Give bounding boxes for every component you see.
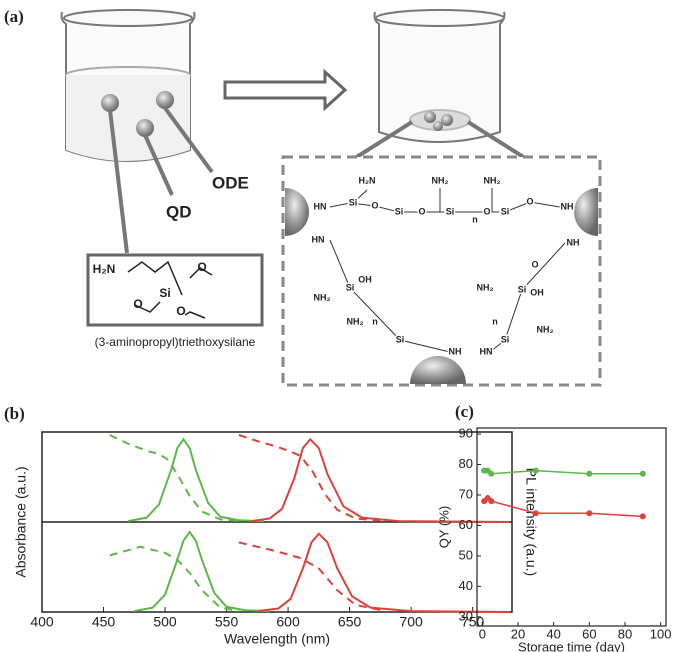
arrow — [225, 72, 345, 108]
panel-label: (b) — [4, 404, 25, 423]
chem-label: Si — [395, 206, 404, 216]
point — [533, 510, 539, 516]
chem-label: Si — [501, 206, 510, 216]
y-tick-label: 80 — [459, 456, 473, 471]
chem-label: n — [492, 316, 498, 326]
chem-label: HN — [480, 346, 493, 356]
chem-label: NH — [561, 201, 574, 211]
x-tick-label: 600 — [276, 614, 300, 630]
panel-label: (a) — [4, 7, 24, 26]
zoom-box — [283, 157, 600, 385]
chem-label: NH₂ — [477, 282, 494, 292]
x-tick-label: 400 — [30, 614, 54, 630]
chem-label: O — [133, 297, 142, 311]
plot-frame — [477, 428, 666, 626]
y-axis-label: Absorbance (a.u.) — [13, 466, 29, 577]
y2-axis-label: PL intensity (a.u.) — [523, 468, 539, 576]
curve — [134, 532, 269, 611]
chem-label: NH — [567, 237, 580, 247]
curve — [110, 547, 239, 611]
panel-label: (c) — [455, 402, 474, 421]
x-axis-label: Wavelength (nm) — [224, 631, 330, 647]
chem-label: Si — [396, 334, 405, 344]
chem-label: HN — [314, 201, 327, 211]
chem-label: O — [197, 260, 206, 274]
series-line — [484, 471, 643, 474]
figure: (a) ODE QD (3-aminopropyl)triethoxysilan… — [0, 0, 678, 652]
curve — [239, 542, 387, 611]
chem-label: H₂N — [359, 175, 376, 185]
chem-label: NH₂ — [314, 292, 331, 302]
point — [586, 510, 592, 516]
x-tick-label: 650 — [338, 614, 362, 630]
point — [488, 498, 494, 504]
silane-label: (3-aminopropyl)triethoxysilane — [95, 335, 256, 349]
chem-label: HN — [312, 234, 325, 244]
chem-label: Si — [346, 282, 355, 292]
curve — [251, 439, 509, 522]
chem-label: Si — [349, 197, 358, 207]
chem-label: NH₂ — [432, 175, 449, 185]
chem-label: n — [372, 316, 378, 326]
y-tick-label: 90 — [459, 426, 473, 441]
chem-label: OH — [530, 287, 544, 297]
chem-label: O — [371, 200, 378, 210]
chem-label: O — [176, 304, 185, 318]
point — [586, 471, 592, 477]
point — [533, 468, 539, 474]
chem-label: NH₂ — [347, 316, 364, 326]
ode-label: ODE — [212, 173, 249, 192]
chem-label: Si — [501, 334, 510, 344]
point — [640, 471, 646, 477]
chem-label: Si — [446, 206, 455, 216]
y-tick-label: 60 — [459, 517, 473, 532]
chem-label: O — [418, 206, 425, 216]
point — [640, 513, 646, 519]
chem-label: O — [483, 206, 490, 216]
x-tick-label: 0 — [479, 626, 486, 641]
curve — [257, 534, 509, 612]
y-tick-label: 70 — [459, 486, 473, 501]
beaker — [62, 10, 195, 161]
chem-label: OH — [358, 274, 372, 284]
x-tick-label: 500 — [153, 614, 177, 630]
chem-label: n — [472, 214, 478, 224]
x-axis-label: Storage time (day) — [518, 639, 625, 652]
chem-label: NH₂ — [537, 324, 554, 334]
x-tick-label: 450 — [92, 614, 116, 630]
chem-label: H₂N — [93, 262, 116, 276]
chem-label: NH₂ — [484, 175, 501, 185]
series-line — [484, 498, 643, 516]
x-tick-label: 100 — [650, 626, 672, 641]
qd-label: QD — [166, 202, 192, 221]
chem-label: Si — [159, 286, 170, 300]
curve — [239, 435, 387, 521]
chem-label: O — [526, 196, 533, 206]
beaker — [375, 10, 505, 142]
y-tick-label: 50 — [459, 547, 473, 562]
x-tick-label: 550 — [215, 614, 239, 630]
chem-label: Si — [518, 284, 527, 294]
curve — [110, 435, 239, 521]
x-tick-label: 700 — [399, 614, 423, 630]
chem-label: NH — [449, 346, 462, 356]
y-tick-label: 30 — [459, 608, 473, 623]
y-tick-label: 40 — [459, 578, 473, 593]
chem-label: O — [531, 259, 538, 269]
point — [488, 471, 494, 477]
y-axis-label: QY (%) — [436, 506, 451, 548]
